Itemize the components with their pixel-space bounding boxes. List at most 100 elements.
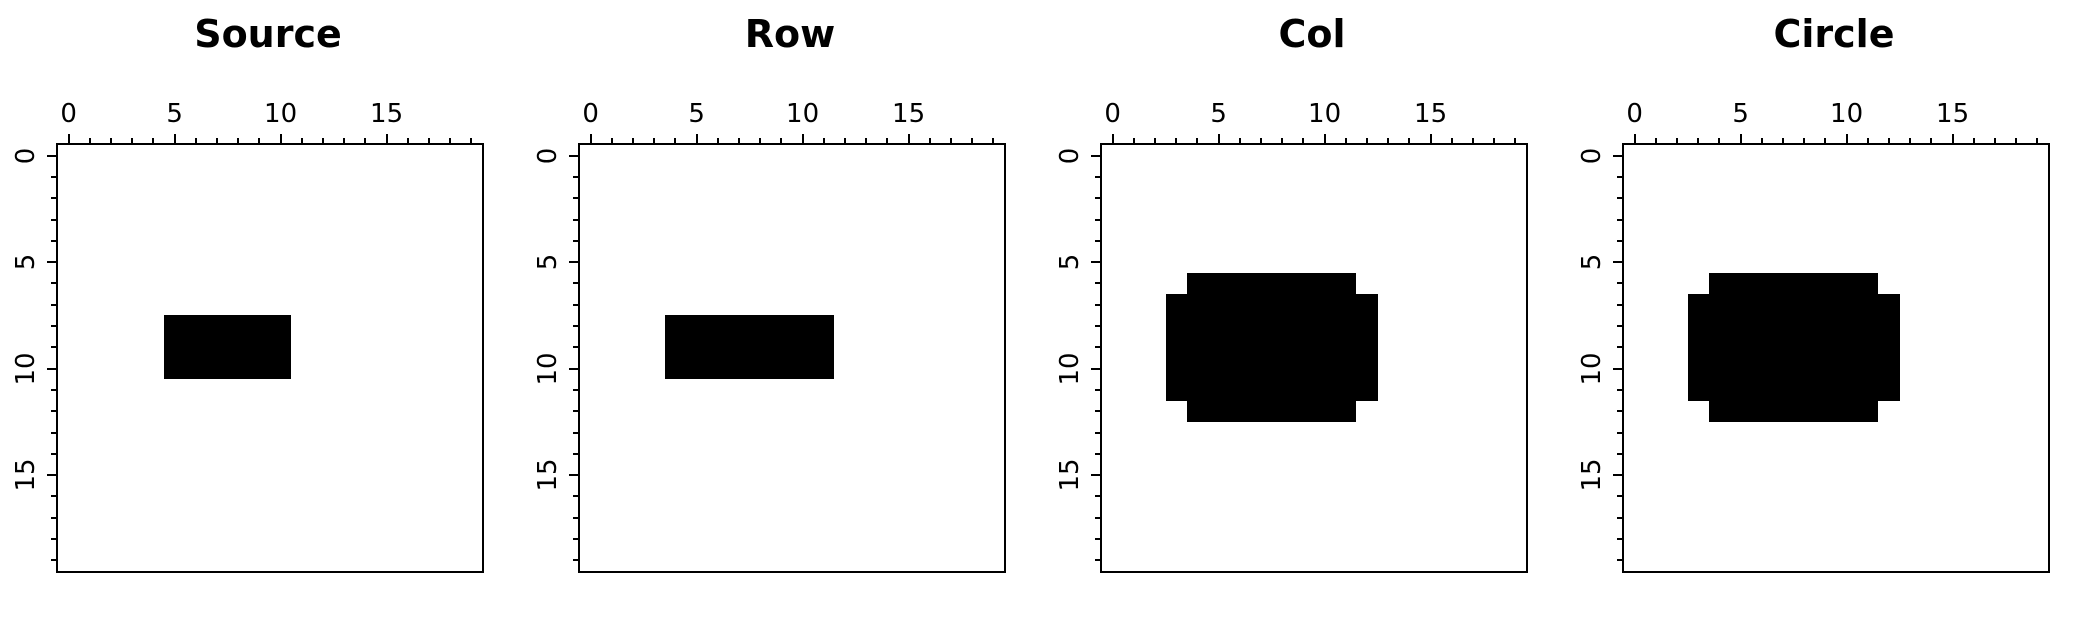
panel-title: Row <box>744 12 836 56</box>
x-axis-tick-label: 0 <box>1104 99 1121 129</box>
x-axis-minor-tick <box>406 138 409 143</box>
x-axis-minor-tick <box>343 138 346 143</box>
x-axis-tick-label: 10 <box>786 99 820 129</box>
y-axis-minor-tick <box>573 388 578 391</box>
x-axis-minor-tick <box>865 138 868 143</box>
y-axis-minor-tick <box>573 538 578 541</box>
x-axis-minor-tick <box>844 138 846 143</box>
x-axis-minor-tick <box>1450 138 1453 143</box>
x-axis-major-tick <box>1429 134 1432 143</box>
y-axis-minor-tick <box>573 410 578 413</box>
x-axis-major-tick <box>279 134 282 143</box>
panel-title: Source <box>194 12 342 56</box>
x-axis-minor-tick <box>971 138 974 143</box>
x-axis-minor-tick <box>88 138 91 143</box>
y-axis-minor-tick <box>1095 431 1100 434</box>
x-axis-minor-tick <box>610 138 613 143</box>
panel-title: Circle <box>1773 12 1895 56</box>
x-axis-tick-label: 5 <box>1210 99 1227 129</box>
y-axis-minor-tick <box>51 410 56 413</box>
panel-circle: Circle 0 5 10 15 0 5 10 15 <box>1566 0 2088 628</box>
y-axis-minor-tick <box>51 538 56 541</box>
x-axis-minor-tick <box>886 138 889 143</box>
x-axis-minor-tick <box>131 138 134 143</box>
y-axis-minor-tick <box>1617 452 1622 455</box>
x-axis-major-tick <box>1739 134 1742 143</box>
x-axis-minor-tick <box>237 138 240 143</box>
y-axis-minor-tick <box>573 346 578 349</box>
y-axis-minor-tick <box>1095 388 1100 391</box>
y-axis-minor-tick <box>51 516 56 519</box>
x-axis-minor-tick <box>674 138 677 143</box>
x-axis-minor-tick <box>1676 138 1678 143</box>
y-axis-minor-tick <box>1617 431 1622 434</box>
y-axis-minor-tick <box>1617 282 1622 285</box>
y-axis-minor-tick <box>51 303 56 306</box>
y-axis-minor-tick <box>573 325 578 328</box>
y-axis-minor-tick <box>51 452 56 455</box>
x-axis-minor-tick <box>449 138 452 143</box>
panel-source: Source 0 5 10 15 0 5 10 15 <box>0 0 522 628</box>
y-axis-minor-tick <box>1617 538 1622 541</box>
y-axis-minor-tick <box>1095 303 1100 306</box>
x-axis-tick-label: 10 <box>1830 99 1864 129</box>
y-axis-minor-tick <box>1617 388 1622 391</box>
panel-row: Row 0 5 10 15 0 5 10 15 <box>522 0 1044 628</box>
x-axis-minor-tick <box>1175 138 1178 143</box>
y-axis-minor-tick <box>51 282 56 285</box>
y-axis-minor-tick <box>1095 239 1100 242</box>
y-axis-minor-tick <box>1095 452 1100 455</box>
x-axis-minor-tick <box>1344 138 1347 143</box>
x-axis-minor-tick <box>1888 138 1890 143</box>
x-axis-minor-tick <box>632 138 634 143</box>
x-axis-minor-tick <box>950 138 952 143</box>
y-axis-minor-tick <box>51 239 56 242</box>
y-axis-minor-tick <box>573 282 578 285</box>
y-axis-major-tick <box>1091 474 1100 477</box>
x-axis-minor-tick <box>928 138 931 143</box>
x-axis-minor-tick <box>1654 138 1657 143</box>
y-axis-major-tick <box>47 261 56 264</box>
x-axis-minor-tick <box>364 138 367 143</box>
y-axis-minor-tick <box>1095 325 1100 328</box>
y-axis-minor-tick <box>1617 346 1622 349</box>
y-axis-major-tick <box>569 474 578 477</box>
y-axis-major-tick <box>1091 367 1100 370</box>
x-axis-tick-label: 10 <box>264 99 298 129</box>
x-axis-minor-tick <box>738 138 740 143</box>
y-axis-minor-tick <box>1617 239 1622 242</box>
x-axis-major-tick <box>1217 134 1220 143</box>
plot-axes: 0 5 10 15 0 5 10 15 <box>1577 99 2050 573</box>
y-axis-minor-tick <box>1617 410 1622 413</box>
x-axis-minor-tick <box>216 138 218 143</box>
x-axis-minor-tick <box>992 138 995 143</box>
y-axis-minor-tick <box>573 175 578 178</box>
x-axis-major-tick <box>589 134 592 143</box>
x-axis-minor-tick <box>1718 138 1721 143</box>
y-axis-major-tick <box>1091 154 1100 157</box>
x-axis-tick-label: 5 <box>166 99 183 129</box>
x-axis-minor-tick <box>1866 138 1869 143</box>
x-axis-minor-tick <box>1697 138 1700 143</box>
x-axis-minor-tick <box>1260 138 1262 143</box>
x-axis-tick-label: 15 <box>1936 99 1970 129</box>
x-axis-tick-label: 15 <box>370 99 404 129</box>
y-axis-minor-tick <box>573 239 578 242</box>
y-axis-minor-tick <box>573 218 578 221</box>
x-axis-minor-tick <box>110 138 112 143</box>
y-axis-minor-tick <box>573 495 578 498</box>
x-axis-minor-tick <box>1930 138 1933 143</box>
x-axis-minor-tick <box>822 138 825 143</box>
x-axis-minor-tick <box>2036 138 2039 143</box>
x-axis-minor-tick <box>716 138 719 143</box>
x-axis-minor-tick <box>1408 138 1411 143</box>
x-axis-major-tick <box>1951 134 1954 143</box>
x-axis-tick-label: 0 <box>582 99 599 129</box>
x-axis-minor-tick <box>1366 138 1368 143</box>
y-axis-minor-tick <box>1095 538 1100 541</box>
y-axis-major-tick <box>1613 154 1622 157</box>
panel-col: Col 0 5 10 15 0 5 10 15 <box>1044 0 1566 628</box>
x-axis-minor-tick <box>1472 138 1474 143</box>
x-axis-major-tick <box>385 134 388 143</box>
y-axis-minor-tick <box>573 197 578 200</box>
